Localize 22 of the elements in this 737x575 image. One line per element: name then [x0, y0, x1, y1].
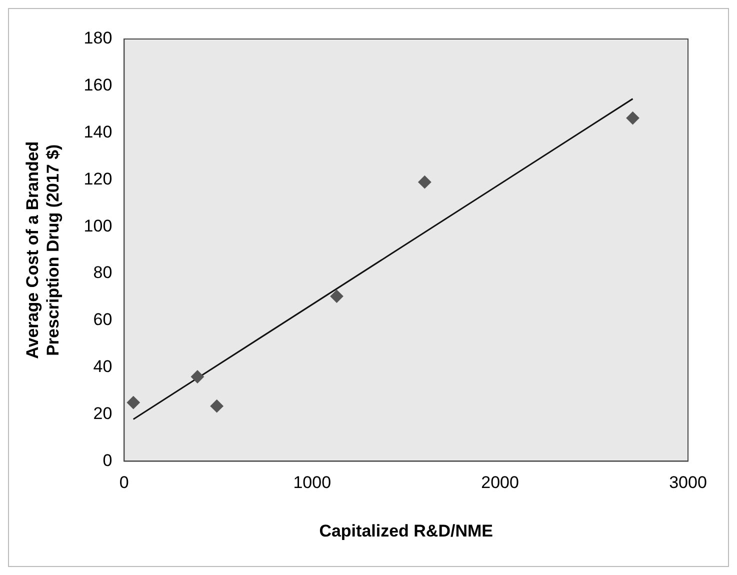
y-tick-label: 0	[102, 450, 112, 470]
y-tick-label: 120	[84, 169, 112, 188]
point	[210, 400, 224, 413]
point	[626, 112, 640, 125]
point	[330, 290, 344, 303]
x-tick-label: 2000	[481, 473, 519, 492]
x-tick-label: 3000	[669, 473, 707, 492]
y-tick-label: 80	[93, 263, 112, 282]
y-tick-label: 100	[84, 216, 112, 236]
point	[418, 176, 432, 189]
y-tick-label: 140	[84, 122, 112, 142]
y-tick-label: 40	[93, 357, 112, 376]
x-axis-title: Capitalized R&D/NME	[319, 521, 493, 540]
y-tick-label: 60	[93, 310, 112, 330]
y-tick-label: 20	[93, 404, 112, 423]
y-tick-label: 160	[84, 76, 112, 95]
x-tick-label: 0	[119, 473, 129, 492]
point	[126, 396, 140, 410]
y-tick-label: 180	[84, 28, 112, 48]
x-tick-label: 1000	[293, 473, 332, 492]
y-axis-title: Average Cost of a Branded Prescription Drug (2017 $)	[22, 141, 62, 359]
point	[190, 370, 204, 384]
